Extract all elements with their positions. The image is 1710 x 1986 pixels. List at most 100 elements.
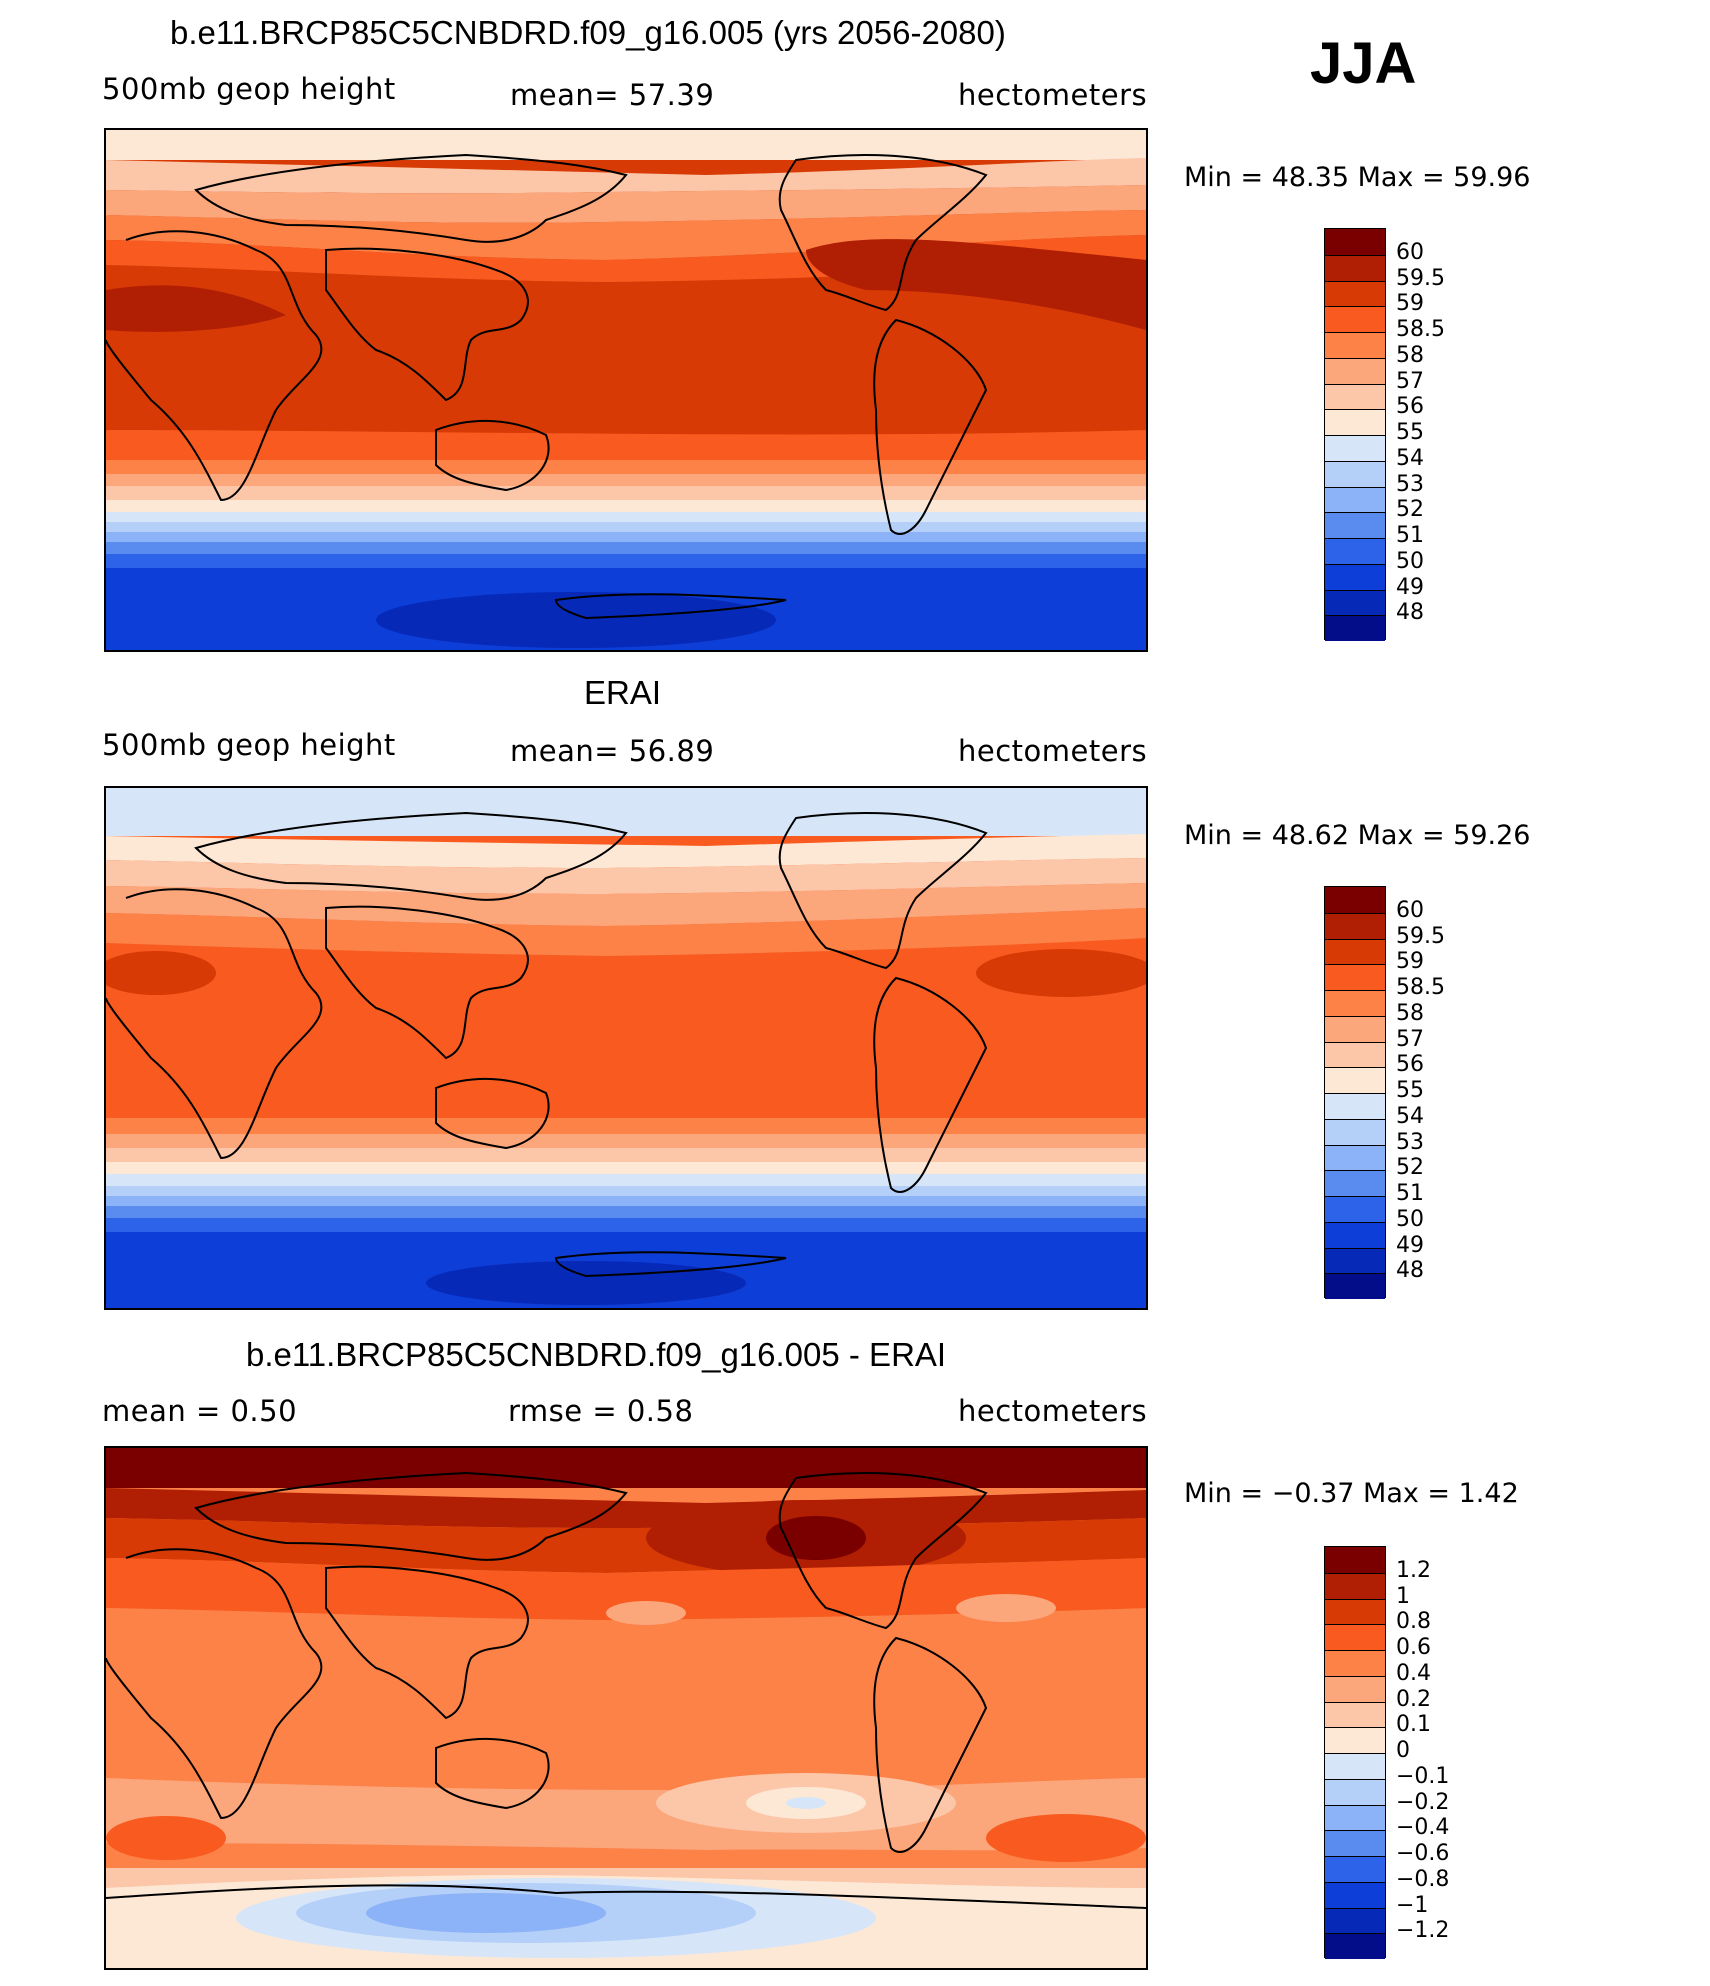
colorbar-swatch	[1325, 1572, 1385, 1599]
colorbar-tick-label: −0.6	[1396, 1841, 1450, 1866]
colorbar-swatch	[1325, 1727, 1385, 1753]
colorbar-swatch	[1325, 1804, 1385, 1831]
colorbar-swatch	[1325, 1881, 1385, 1908]
colorbar-tick-label: 60	[1396, 897, 1424, 923]
colorbar-swatch	[1325, 306, 1385, 332]
colorbar-swatch	[1325, 615, 1385, 641]
panel-3-mean: mean = 0.50	[102, 1394, 298, 1428]
colorbar-tick-label: 51	[1396, 523, 1424, 548]
colorbar-swatch	[1325, 229, 1385, 255]
panel-2-colorbar-labels: 60 59.5 59 58.5 58 57 56 55 54 53 52 51 50 49 48	[1396, 886, 1476, 1298]
panel-3-units: hectometers	[958, 1394, 1148, 1428]
panel-3-title: b.e11.BRCP85C5CNBDRD.f09_g16.005 - ERAI	[246, 1336, 947, 1373]
colorbar-tick-label: 49	[1396, 1232, 1424, 1258]
colorbar-tick-label: 58.5	[1396, 975, 1445, 1000]
colorbar-swatch	[1325, 512, 1385, 538]
colorbar-tick-label: 0.8	[1396, 1609, 1431, 1635]
colorbar-swatch	[1325, 1067, 1385, 1093]
panel-3-colorbar	[1324, 1546, 1386, 1959]
colorbar-tick-label: −0.2	[1396, 1789, 1450, 1815]
colorbar-tick-label: 54	[1396, 445, 1424, 471]
colorbar-swatch	[1325, 1221, 1385, 1248]
panel-2-units: hectometers	[958, 734, 1148, 768]
colorbar-swatch	[1325, 1273, 1385, 1299]
colorbar-swatch	[1325, 1015, 1385, 1042]
colorbar-tick-label: 54	[1396, 1103, 1424, 1129]
panel-1-colorbar	[1324, 228, 1386, 641]
colorbar-swatch	[1325, 912, 1385, 939]
panel-2-colorbar	[1324, 886, 1386, 1299]
colorbar-swatch	[1325, 486, 1385, 513]
colorbar-swatch	[1325, 357, 1385, 384]
colorbar-tick-label: −0.4	[1396, 1815, 1450, 1841]
panel-2-map	[104, 786, 1148, 1310]
colorbar-tick-label: 59	[1396, 291, 1424, 317]
colorbar-swatch	[1325, 1624, 1385, 1650]
colorbar-tick-label: 53	[1396, 1129, 1424, 1155]
colorbar-tick-label: −1.2	[1396, 1918, 1450, 1944]
colorbar-swatch	[1325, 1093, 1385, 1119]
colorbar-tick-label: 48	[1396, 600, 1424, 626]
colorbar-swatch	[1325, 1598, 1385, 1625]
colorbar-tick-label: 55	[1396, 1078, 1424, 1103]
panel-3-rmse: rmse = 0.58	[508, 1394, 694, 1428]
colorbar-swatch	[1325, 1247, 1385, 1274]
colorbar-tick-label: 50	[1396, 548, 1424, 574]
colorbar-swatch	[1325, 1170, 1385, 1196]
colorbar-tick-label: 49	[1396, 574, 1424, 600]
colorbar-swatch	[1325, 1778, 1385, 1805]
panel-3-colorbar-labels: 1.2 1 0.8 0.6 0.4 0.2 0.1 0 −0.1 −0.2 −0.4 −0.6 −0.8…	[1396, 1546, 1476, 1958]
panel-3-contour-field	[106, 1448, 1146, 1968]
colorbar-swatch	[1325, 887, 1385, 913]
colorbar-tick-label: 52	[1396, 497, 1424, 523]
panel-3-minmax: Min = −0.37 Max = 1.42	[1184, 1478, 1519, 1509]
colorbar-tick-label: 57	[1396, 368, 1424, 394]
colorbar-swatch	[1325, 1701, 1385, 1728]
colorbar-swatch	[1325, 538, 1385, 564]
panel-1-mean: mean= 57.39	[510, 78, 715, 112]
colorbar-swatch	[1325, 1907, 1385, 1934]
panel-2-contour-field	[106, 788, 1146, 1308]
colorbar-swatch	[1325, 1675, 1385, 1702]
panel-1-units: hectometers	[958, 78, 1148, 112]
panel-1-map	[104, 128, 1148, 652]
colorbar-swatch	[1325, 563, 1385, 590]
colorbar-swatch	[1325, 280, 1385, 307]
colorbar-tick-label: 56	[1396, 394, 1424, 420]
colorbar-tick-label: 1.2	[1396, 1557, 1431, 1583]
colorbar-swatch	[1325, 460, 1385, 487]
colorbar-tick-label: 55	[1396, 420, 1424, 445]
colorbar-tick-label: 59.5	[1396, 265, 1445, 291]
colorbar-tick-label: −1	[1396, 1892, 1429, 1918]
colorbar-tick-label: 58	[1396, 342, 1424, 368]
colorbar-tick-label: 50	[1396, 1206, 1424, 1232]
colorbar-swatch	[1325, 1118, 1385, 1145]
colorbar-swatch	[1325, 938, 1385, 965]
colorbar-tick-label: 0.2	[1396, 1686, 1431, 1712]
colorbar-swatch	[1325, 1933, 1385, 1959]
panel-2-minmax: Min = 48.62 Max = 59.26	[1184, 820, 1531, 851]
colorbar-tick-label: −0.8	[1396, 1866, 1450, 1892]
colorbar-swatch	[1325, 1830, 1385, 1856]
panel-1-contour-field	[106, 130, 1146, 650]
colorbar-swatch	[1325, 1856, 1385, 1882]
colorbar-tick-label: 48	[1396, 1258, 1424, 1284]
colorbar-swatch	[1325, 383, 1385, 410]
panel-3-map	[104, 1446, 1148, 1970]
colorbar-tick-label: 0.4	[1396, 1660, 1431, 1686]
colorbar-tick-label: 52	[1396, 1155, 1424, 1181]
panel-1-title: b.e11.BRCP85C5CNBDRD.f09_g16.005 (yrs 20…	[170, 14, 1006, 51]
colorbar-swatch	[1325, 1753, 1385, 1779]
colorbar-tick-label: 58.5	[1396, 317, 1445, 342]
colorbar-tick-label: 0.1	[1396, 1712, 1431, 1738]
colorbar-swatch	[1325, 990, 1385, 1016]
colorbar-tick-label: −0.1	[1396, 1763, 1450, 1789]
panel-2-title: ERAI	[584, 674, 662, 711]
colorbar-swatch	[1325, 435, 1385, 461]
panel-2-mean: mean= 56.89	[510, 734, 715, 768]
colorbar-tick-label: 0.6	[1396, 1635, 1431, 1660]
panel-2-variable: 500mb geop height	[102, 728, 396, 762]
colorbar-swatch	[1325, 589, 1385, 616]
colorbar-tick-label: 58	[1396, 1000, 1424, 1026]
panel-1-minmax: Min = 48.35 Max = 59.96	[1184, 162, 1531, 193]
